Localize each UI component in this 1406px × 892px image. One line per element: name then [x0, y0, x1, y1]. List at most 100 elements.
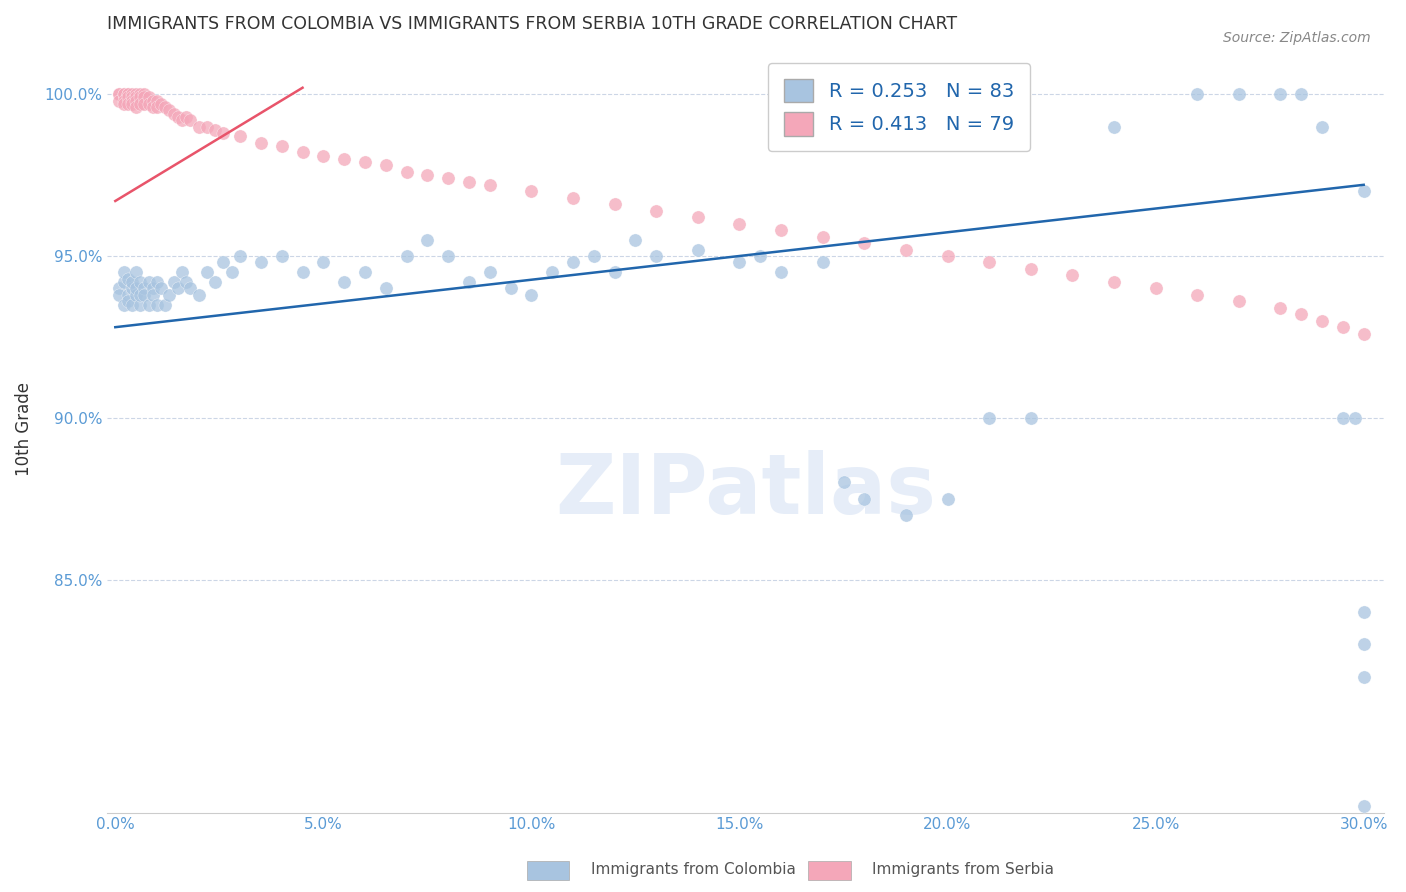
- Text: Immigrants from Serbia: Immigrants from Serbia: [872, 863, 1053, 877]
- Point: [142, 100, 165, 114]
- Point: [1227, 87, 1250, 102]
- Point: [1310, 120, 1333, 134]
- Point: [686, 243, 709, 257]
- Point: [229, 249, 252, 263]
- Point: [108, 281, 131, 295]
- Point: [1291, 87, 1313, 102]
- Point: [312, 149, 335, 163]
- Point: [437, 171, 460, 186]
- Point: [770, 223, 793, 237]
- Point: [1227, 294, 1250, 309]
- Point: [138, 96, 160, 111]
- Point: [150, 96, 173, 111]
- Point: [121, 94, 143, 108]
- Point: [645, 249, 668, 263]
- Point: [603, 265, 626, 279]
- Point: [112, 265, 135, 279]
- Point: [270, 249, 292, 263]
- Point: [374, 158, 396, 172]
- Point: [162, 275, 184, 289]
- Point: [138, 90, 160, 104]
- Point: [1353, 799, 1375, 814]
- Point: [121, 96, 143, 111]
- Point: [195, 120, 218, 134]
- Point: [146, 275, 169, 289]
- Point: [770, 265, 793, 279]
- Point: [125, 94, 148, 108]
- Point: [212, 126, 235, 140]
- Point: [603, 197, 626, 211]
- Point: [541, 265, 564, 279]
- Point: [157, 103, 180, 118]
- Point: [686, 210, 709, 224]
- Point: [979, 255, 1001, 269]
- Point: [811, 255, 834, 269]
- Point: [1270, 87, 1292, 102]
- Point: [108, 87, 131, 102]
- Point: [146, 100, 169, 114]
- Text: ZIPatlas: ZIPatlas: [555, 450, 936, 531]
- Point: [125, 90, 148, 104]
- Point: [936, 491, 959, 506]
- Point: [162, 106, 184, 120]
- Point: [195, 265, 218, 279]
- Point: [166, 281, 188, 295]
- Point: [853, 491, 876, 506]
- Point: [121, 297, 143, 311]
- Point: [174, 275, 197, 289]
- Point: [333, 152, 356, 166]
- Point: [179, 113, 201, 128]
- Point: [1019, 261, 1042, 276]
- Point: [749, 249, 772, 263]
- Point: [108, 288, 131, 302]
- Point: [645, 203, 668, 218]
- Point: [134, 288, 156, 302]
- Point: [562, 255, 585, 269]
- Point: [108, 94, 131, 108]
- Point: [155, 297, 177, 311]
- Point: [832, 475, 855, 490]
- Point: [174, 110, 197, 124]
- Point: [150, 281, 173, 295]
- Point: [117, 294, 139, 309]
- Point: [520, 288, 543, 302]
- Point: [112, 94, 135, 108]
- Point: [112, 297, 135, 311]
- Point: [157, 288, 180, 302]
- Point: [478, 178, 501, 192]
- Point: [291, 145, 314, 160]
- Point: [121, 90, 143, 104]
- Point: [894, 243, 917, 257]
- Point: [134, 96, 156, 111]
- Point: [853, 235, 876, 250]
- Point: [1144, 281, 1167, 295]
- Point: [1353, 670, 1375, 684]
- Point: [520, 184, 543, 198]
- Point: [146, 297, 169, 311]
- Point: [811, 229, 834, 244]
- Point: [212, 255, 235, 269]
- Point: [936, 249, 959, 263]
- Point: [250, 255, 273, 269]
- Point: [395, 249, 418, 263]
- Point: [129, 275, 152, 289]
- Point: [155, 100, 177, 114]
- Point: [458, 275, 481, 289]
- Point: [187, 288, 209, 302]
- Point: [112, 87, 135, 102]
- Point: [134, 87, 156, 102]
- Point: [1062, 268, 1084, 283]
- Point: [1270, 301, 1292, 315]
- Point: [250, 136, 273, 150]
- Point: [1353, 637, 1375, 651]
- Point: [416, 233, 439, 247]
- Point: [582, 249, 605, 263]
- Point: [979, 410, 1001, 425]
- Text: Source: ZipAtlas.com: Source: ZipAtlas.com: [1223, 31, 1371, 45]
- Point: [1331, 320, 1354, 334]
- Point: [229, 129, 252, 144]
- Point: [121, 275, 143, 289]
- Point: [374, 281, 396, 295]
- Point: [270, 139, 292, 153]
- Point: [117, 90, 139, 104]
